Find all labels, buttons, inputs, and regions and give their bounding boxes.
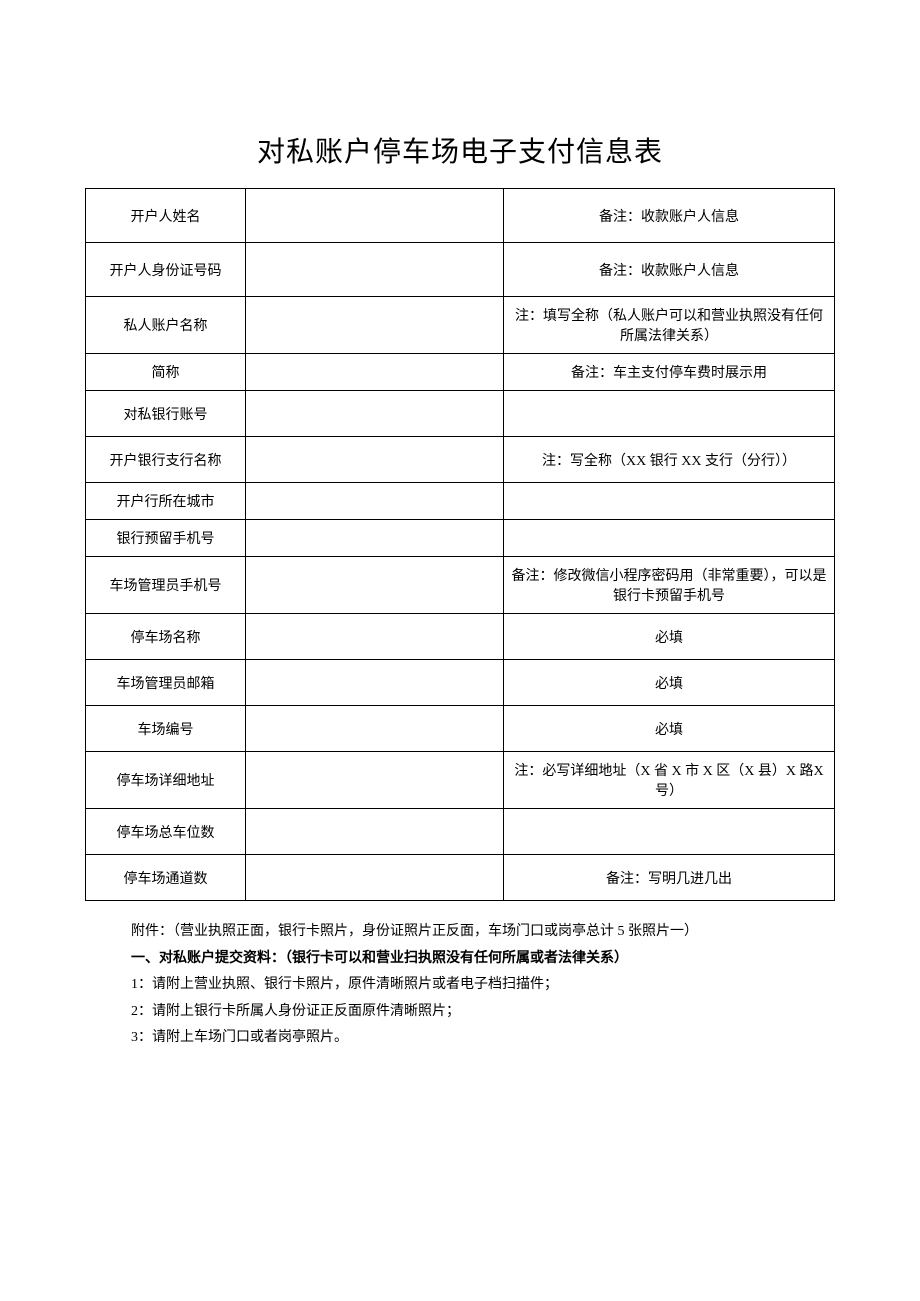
row-value — [246, 520, 504, 557]
table-row: 车场编号 必填 — [86, 706, 835, 752]
row-value — [246, 189, 504, 243]
row-note: 备注：收款账户人信息 — [504, 243, 835, 297]
row-value — [246, 706, 504, 752]
row-value — [246, 752, 504, 809]
row-label: 车场管理员邮箱 — [86, 660, 246, 706]
row-label: 车场编号 — [86, 706, 246, 752]
table-row: 停车场总车位数 — [86, 809, 835, 855]
row-value — [246, 855, 504, 901]
row-value — [246, 483, 504, 520]
notes-heading: 一、对私账户提交资料：（银行卡可以和营业扫执照没有任何所属或者法律关系） — [131, 946, 835, 973]
row-label: 停车场通道数 — [86, 855, 246, 901]
table-row: 开户人身份证号码 备注：收款账户人信息 — [86, 243, 835, 297]
row-value — [246, 391, 504, 437]
row-label: 停车场详细地址 — [86, 752, 246, 809]
row-note — [504, 520, 835, 557]
row-value — [246, 809, 504, 855]
row-note: 备注：收款账户人信息 — [504, 189, 835, 243]
row-label: 私人账户名称 — [86, 297, 246, 354]
table-row: 车场管理员邮箱 必填 — [86, 660, 835, 706]
row-label: 对私银行账号 — [86, 391, 246, 437]
table-row: 开户人姓名 备注：收款账户人信息 — [86, 189, 835, 243]
row-value — [246, 297, 504, 354]
row-note: 必填 — [504, 706, 835, 752]
row-label: 车场管理员手机号 — [86, 557, 246, 614]
row-note: 必填 — [504, 614, 835, 660]
attachment-note: 附件：（营业执照正面，银行卡照片，身份证照片正反面，车场门口或岗亭总计 5 张照… — [131, 919, 835, 946]
row-label: 开户人姓名 — [86, 189, 246, 243]
note-item-2: 2：请附上银行卡所属人身份证正反面原件清晰照片； — [131, 999, 835, 1026]
row-label: 简称 — [86, 354, 246, 391]
info-table: 开户人姓名备注：收款账户人信息开户人身份证号码备注：收款账户人信息私人账户名称注… — [85, 188, 835, 901]
row-note: 注：必写详细地址（X 省 X 市 X 区（X 县）X 路X 号） — [504, 752, 835, 809]
row-value — [246, 660, 504, 706]
note-item-3: 3：请附上车场门口或者岗亭照片。 — [131, 1025, 835, 1052]
note-item-1: 1：请附上营业执照、银行卡照片，原件清晰照片或者电子档扫描件； — [131, 972, 835, 999]
row-note: 注：填写全称（私人账户可以和营业执照没有任何所属法律关系） — [504, 297, 835, 354]
table-row: 私人账户名称 注：填写全称（私人账户可以和营业执照没有任何所属法律关系） — [86, 297, 835, 354]
row-note: 备注：车主支付停车费时展示用 — [504, 354, 835, 391]
row-label: 开户人身份证号码 — [86, 243, 246, 297]
row-note — [504, 391, 835, 437]
table-row: 车场管理员手机号 备注：修改微信小程序密码用（非常重要），可以是银行卡预留手机号 — [86, 557, 835, 614]
table-row: 银行预留手机号 — [86, 520, 835, 557]
page-title: 对私账户停车场电子支付信息表 — [85, 130, 835, 170]
row-note: 注：写全称（XX 银行 XX 支行（分行）） — [504, 437, 835, 483]
table-row: 简称 备注：车主支付停车费时展示用 — [86, 354, 835, 391]
row-note — [504, 809, 835, 855]
row-note: 备注：写明几进几出 — [504, 855, 835, 901]
row-note: 必填 — [504, 660, 835, 706]
row-label: 开户银行支行名称 — [86, 437, 246, 483]
row-value — [246, 614, 504, 660]
table-row: 开户行所在城市 — [86, 483, 835, 520]
table-row: 停车场详细地址 注：必写详细地址（X 省 X 市 X 区（X 县）X 路X 号） — [86, 752, 835, 809]
row-note — [504, 483, 835, 520]
table-body: 开户人姓名备注：收款账户人信息开户人身份证号码备注：收款账户人信息私人账户名称注… — [86, 189, 835, 901]
table-row: 开户银行支行名称 注：写全称（XX 银行 XX 支行（分行）） — [86, 437, 835, 483]
row-value — [246, 557, 504, 614]
row-value — [246, 437, 504, 483]
row-label: 银行预留手机号 — [86, 520, 246, 557]
row-value — [246, 354, 504, 391]
row-label: 停车场总车位数 — [86, 809, 246, 855]
row-label: 停车场名称 — [86, 614, 246, 660]
table-row: 停车场通道数 备注：写明几进几出 — [86, 855, 835, 901]
row-note: 备注：修改微信小程序密码用（非常重要），可以是银行卡预留手机号 — [504, 557, 835, 614]
row-label: 开户行所在城市 — [86, 483, 246, 520]
table-row: 对私银行账号 — [86, 391, 835, 437]
row-value — [246, 243, 504, 297]
table-row: 停车场名称 必填 — [86, 614, 835, 660]
notes-section: 附件：（营业执照正面，银行卡照片，身份证照片正反面，车场门口或岗亭总计 5 张照… — [85, 919, 835, 1052]
